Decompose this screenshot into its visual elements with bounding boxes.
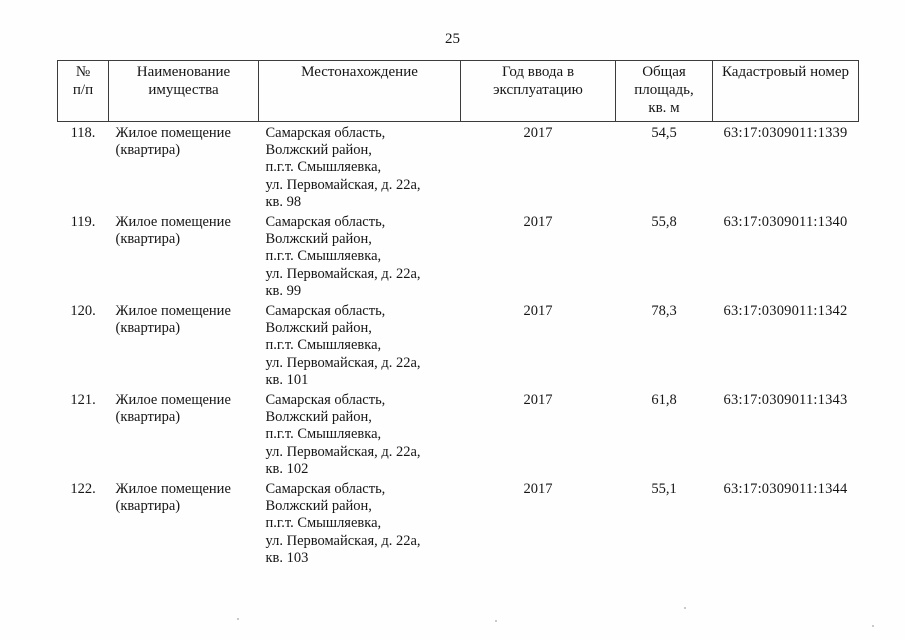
property-location: Самарская область, Волжский район, п.г.т… <box>265 303 421 388</box>
table-body: 118. Жилое помещение (квартира) Самарска… <box>58 122 859 568</box>
header-total-area: Общая площадь, кв. м <box>615 60 713 122</box>
page-number: 25 <box>445 31 460 47</box>
total-area: 54,5 <box>651 125 677 141</box>
property-location: Самарская область, Волжский район, п.г.т… <box>265 125 421 210</box>
property-register-table: № п/п Наименование имущества Местонахожд… <box>57 60 859 567</box>
property-location: Самарская область, Волжский район, п.г.т… <box>265 392 421 477</box>
row-number: 122. <box>70 481 96 498</box>
table-row: 122. Жилое помещение (квартира) Самарска… <box>58 478 859 567</box>
property-location: Самарская область, Волжский район, п.г.т… <box>265 214 421 299</box>
header-location: Местонахождение <box>258 60 461 122</box>
total-area: 55,8 <box>651 214 677 231</box>
commissioning-year: 2017 <box>523 481 553 498</box>
commissioning-year: 2017 <box>523 303 553 320</box>
row-number: 120. <box>70 303 96 320</box>
property-name: Жилое помещение (квартира) <box>115 392 231 426</box>
commissioning-year: 2017 <box>523 214 553 231</box>
property-name: Жилое помещение (квартира) <box>115 214 231 248</box>
row-number: 118. <box>70 125 96 141</box>
total-area: 78,3 <box>651 303 677 320</box>
table-header-row: № п/п Наименование имущества Местонахожд… <box>57 60 859 122</box>
scan-noise-speck <box>495 620 497 622</box>
table-row: 119. Жилое помещение (квартира) Самарска… <box>58 211 859 300</box>
cadastral-number: 63:17:0309011:1340 <box>723 214 848 231</box>
row-number: 119. <box>70 214 96 231</box>
commissioning-year: 2017 <box>523 392 553 409</box>
cadastral-number: 63:17:0309011:1344 <box>723 481 848 498</box>
scan-noise-speck <box>237 618 239 620</box>
cadastral-number: 63:17:0309011:1343 <box>723 392 848 409</box>
cadastral-number: 63:17:0309011:1339 <box>723 125 848 141</box>
header-property-name: Наименование имущества <box>108 60 259 122</box>
cadastral-number: 63:17:0309011:1342 <box>723 303 848 320</box>
property-location: Самарская область, Волжский район, п.г.т… <box>265 481 421 566</box>
table-row: 118. Жилое помещение (квартира) Самарска… <box>58 122 859 212</box>
table-row: 121. Жилое помещение (квартира) Самарска… <box>58 389 859 478</box>
header-commissioning-year: Год ввода в эксплуатацию <box>460 60 616 122</box>
table-header: № п/п Наименование имущества Местонахожд… <box>57 60 859 122</box>
total-area: 55,1 <box>651 481 677 498</box>
commissioning-year: 2017 <box>523 125 553 141</box>
scan-noise-speck <box>872 625 874 627</box>
property-name: Жилое помещение (квартира) <box>115 303 231 337</box>
total-area: 61,8 <box>651 392 677 409</box>
row-number: 121. <box>70 392 96 409</box>
property-name: Жилое помещение (квартира) <box>115 481 231 515</box>
table-row: 120. Жилое помещение (квартира) Самарска… <box>58 300 859 389</box>
header-number: № п/п <box>57 60 109 122</box>
scan-noise-speck <box>684 607 686 609</box>
property-name: Жилое помещение (квартира) <box>115 125 231 159</box>
header-cadastral-number: Кадастровый номер <box>712 60 859 122</box>
